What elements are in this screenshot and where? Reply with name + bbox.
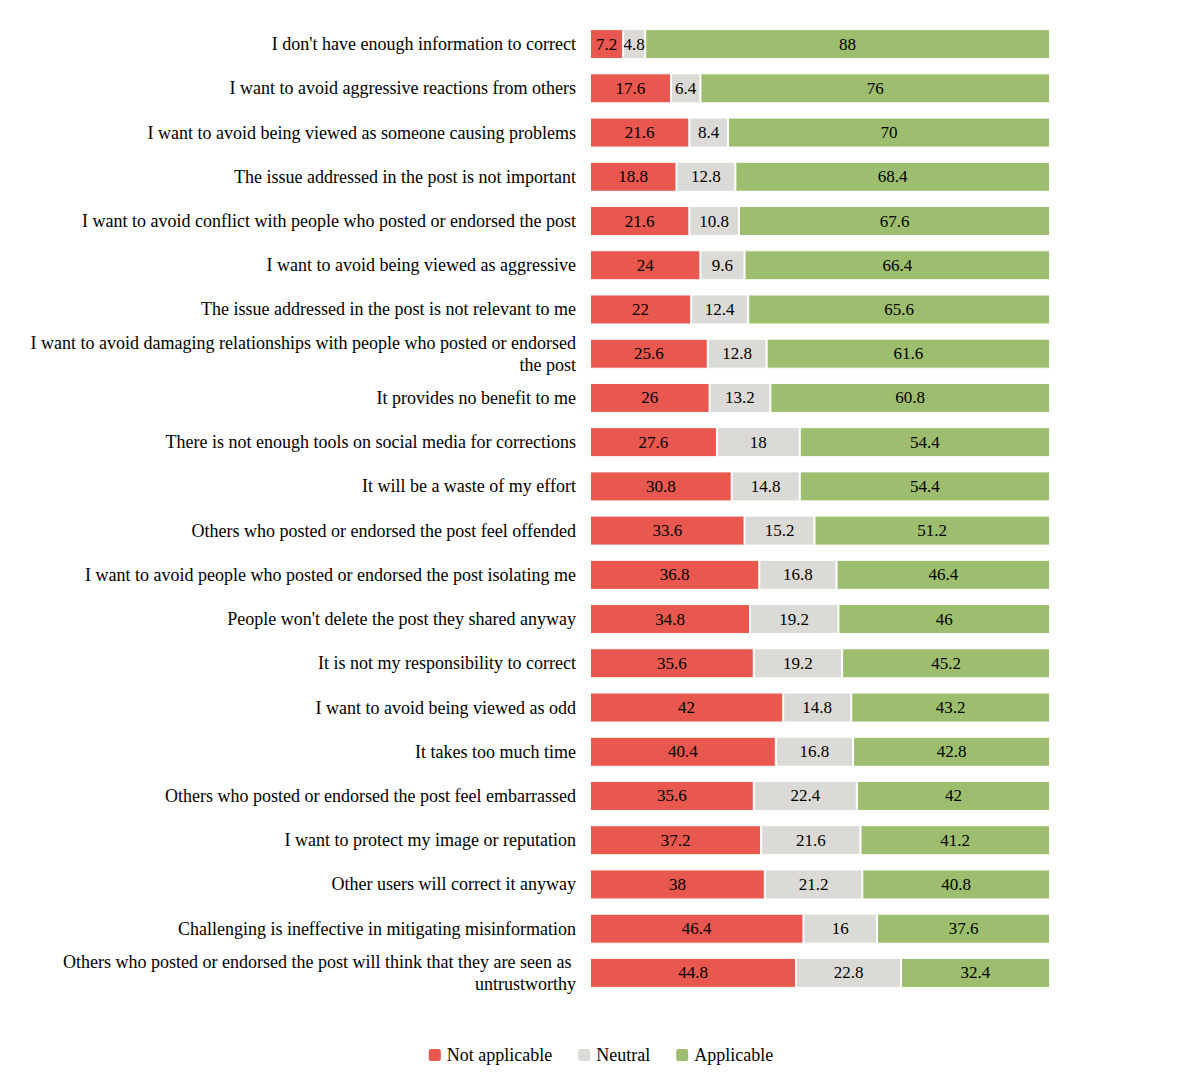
- svg-text:42: 42: [678, 698, 695, 717]
- svg-text:70: 70: [881, 123, 898, 142]
- svg-text:I want to avoid damaging relat: I want to avoid damaging relationships w…: [31, 333, 576, 353]
- svg-text:9.6: 9.6: [712, 256, 733, 275]
- svg-text:the post: the post: [515, 355, 576, 375]
- svg-text:12.4: 12.4: [705, 300, 735, 319]
- svg-text:46.4: 46.4: [928, 565, 958, 584]
- svg-text:19.2: 19.2: [783, 654, 813, 673]
- svg-text:I want to avoid conflict with: I want to avoid conflict with people who…: [82, 211, 576, 231]
- svg-text:67.6: 67.6: [880, 212, 910, 231]
- svg-text:I want to avoid aggressive rea: I want to avoid aggressive reactions fro…: [230, 78, 576, 98]
- svg-text:41.2: 41.2: [940, 831, 970, 850]
- svg-text:68.4: 68.4: [878, 167, 908, 186]
- svg-text:51.2: 51.2: [917, 521, 947, 540]
- svg-text:10.8: 10.8: [699, 212, 729, 231]
- svg-text:I want to protect my image or: I want to protect my image or reputation: [285, 830, 576, 850]
- svg-text:It will be a waste of my effor: It will be a waste of my effort: [362, 476, 576, 496]
- svg-text:37.2: 37.2: [661, 831, 691, 850]
- svg-text:54.4: 54.4: [910, 477, 940, 496]
- svg-text:76: 76: [867, 79, 884, 98]
- svg-text:46.4: 46.4: [682, 919, 712, 938]
- svg-text:12.8: 12.8: [722, 344, 752, 363]
- svg-text:25.6: 25.6: [634, 344, 664, 363]
- svg-text:untrustworthy: untrustworthy: [475, 974, 576, 994]
- svg-text:54.4: 54.4: [910, 433, 940, 452]
- svg-text:42.8: 42.8: [937, 742, 967, 761]
- svg-text:21.6: 21.6: [796, 831, 826, 850]
- svg-text:I don't have enough informatio: I don't have enough information to corre…: [272, 34, 576, 54]
- svg-text:The issue addressed in the pos: The issue addressed in the post is not r…: [201, 299, 576, 319]
- svg-text:People won't delete the post t: People won't delete the post they shared…: [227, 609, 576, 629]
- svg-text:26: 26: [641, 388, 658, 407]
- svg-text:Others who posted or endorsed: Others who posted or endorsed the post f…: [191, 521, 576, 541]
- svg-text:Applicable: Applicable: [694, 1045, 773, 1065]
- svg-text:12.8: 12.8: [691, 167, 721, 186]
- svg-text:27.6: 27.6: [639, 433, 669, 452]
- svg-text:16.8: 16.8: [800, 742, 830, 761]
- svg-text:13.2: 13.2: [725, 388, 755, 407]
- svg-text:16.8: 16.8: [783, 565, 813, 584]
- svg-text:18: 18: [750, 433, 767, 452]
- svg-text:22.8: 22.8: [834, 963, 864, 982]
- svg-text:There is not enough tools on s: There is not enough tools on social medi…: [166, 432, 576, 452]
- svg-text:18.8: 18.8: [618, 167, 648, 186]
- svg-text:24: 24: [637, 256, 655, 275]
- svg-text:It takes too much time: It takes too much time: [415, 742, 576, 762]
- svg-text:8.4: 8.4: [698, 123, 720, 142]
- svg-text:30.8: 30.8: [646, 477, 676, 496]
- svg-text:60.8: 60.8: [895, 388, 925, 407]
- svg-text:42: 42: [945, 786, 962, 805]
- svg-text:I want to avoid being viewed a: I want to avoid being viewed as aggressi…: [267, 255, 576, 275]
- svg-text:22: 22: [632, 300, 649, 319]
- svg-text:45.2: 45.2: [931, 654, 961, 673]
- svg-text:The issue addressed in the pos: The issue addressed in the post is not i…: [234, 167, 576, 187]
- svg-text:21.6: 21.6: [625, 123, 655, 142]
- svg-text:14.8: 14.8: [751, 477, 781, 496]
- svg-text:16: 16: [832, 919, 849, 938]
- svg-text:43.2: 43.2: [936, 698, 966, 717]
- svg-text:14.8: 14.8: [802, 698, 832, 717]
- svg-text:35.6: 35.6: [657, 654, 687, 673]
- svg-text:38: 38: [669, 875, 686, 894]
- svg-text:Others who posted or endorsed: Others who posted or endorsed the post w…: [63, 952, 576, 972]
- svg-text:21.2: 21.2: [799, 875, 829, 894]
- svg-text:19.2: 19.2: [779, 610, 809, 629]
- svg-text:40.4: 40.4: [668, 742, 698, 761]
- svg-text:Not applicable: Not applicable: [447, 1045, 552, 1065]
- svg-text:4.8: 4.8: [624, 35, 645, 54]
- svg-text:65.6: 65.6: [884, 300, 914, 319]
- svg-text:32.4: 32.4: [961, 963, 991, 982]
- svg-text:66.4: 66.4: [882, 256, 912, 275]
- svg-text:34.8: 34.8: [655, 610, 685, 629]
- svg-text:33.6: 33.6: [652, 521, 682, 540]
- svg-text:15.2: 15.2: [765, 521, 795, 540]
- svg-text:40.8: 40.8: [941, 875, 971, 894]
- svg-text:17.6: 17.6: [616, 79, 646, 98]
- svg-text:88: 88: [839, 35, 856, 54]
- svg-text:I want to avoid being viewed a: I want to avoid being viewed as someone …: [148, 123, 576, 143]
- svg-text:It is not my responsibility to: It is not my responsibility to correct: [318, 653, 576, 673]
- svg-text:Neutral: Neutral: [596, 1045, 650, 1065]
- svg-text:46: 46: [936, 610, 953, 629]
- svg-text:61.6: 61.6: [893, 344, 923, 363]
- svg-text:36.8: 36.8: [660, 565, 690, 584]
- svg-text:35.6: 35.6: [657, 786, 687, 805]
- svg-text:6.4: 6.4: [675, 79, 697, 98]
- svg-text:Other users will correct it an: Other users will correct it anyway: [332, 874, 576, 894]
- svg-text:37.6: 37.6: [949, 919, 979, 938]
- svg-text:22.4: 22.4: [790, 786, 820, 805]
- svg-text:Others who posted or endorsed: Others who posted or endorsed the post f…: [165, 786, 576, 806]
- svg-text:I want to avoid being viewed a: I want to avoid being viewed as odd: [316, 698, 576, 718]
- svg-text:I want to avoid people who pos: I want to avoid people who posted or end…: [85, 565, 576, 585]
- svg-text:It provides no benefit to me: It provides no benefit to me: [377, 388, 576, 408]
- svg-text:21.6: 21.6: [625, 212, 655, 231]
- svg-text:44.8: 44.8: [678, 963, 708, 982]
- svg-text:7.2: 7.2: [596, 35, 617, 54]
- svg-text:Challenging is ineffective in: Challenging is ineffective in mitigating…: [178, 919, 576, 939]
